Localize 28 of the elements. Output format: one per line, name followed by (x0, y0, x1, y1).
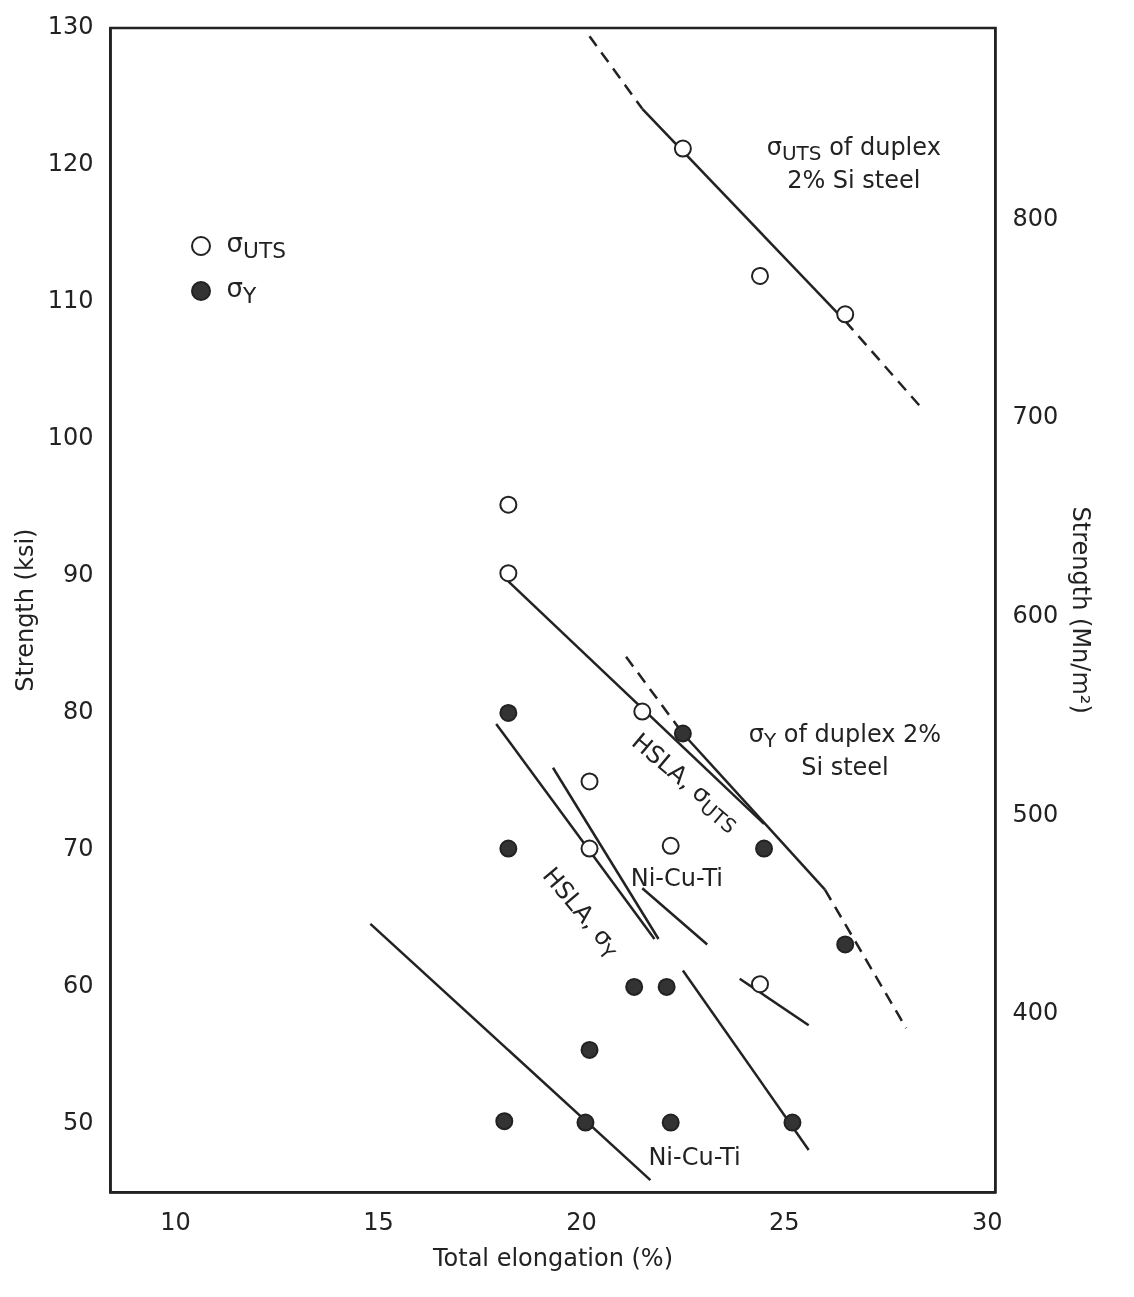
legend-label: σ$_{Y}$ (226, 273, 257, 309)
annotation: σ$_{Y}$ of duplex 2% Si steel (747, 719, 943, 781)
y2-tick-label: 800 (1012, 203, 1059, 232)
y-tick-label: 90 (63, 560, 94, 589)
x-tick-label: 30 (972, 1208, 1003, 1237)
x-tick-label: 20 (566, 1208, 597, 1237)
y-tick-label: 60 (63, 971, 94, 1000)
annotation: Ni-Cu-Ti (648, 1143, 741, 1172)
y-tick-label: 110 (47, 286, 94, 315)
y-axis-title: Strength (ksi) (10, 528, 39, 692)
y2-tick-label: 600 (1012, 600, 1059, 629)
y2-axis-title: Strength (Mn/m²) (1067, 506, 1096, 714)
x-tick-label: 10 (160, 1208, 191, 1237)
y-tick-label: 120 (47, 149, 94, 178)
annotation: Ni-Cu-Ti (630, 864, 724, 892)
y-tick-label: 50 (63, 1108, 94, 1137)
x-tick-label: 15 (363, 1208, 394, 1237)
y2-tick-label: 500 (1012, 799, 1059, 828)
y-tick-label: 70 (63, 834, 94, 863)
y-tick-label: 130 (47, 12, 94, 41)
legend-label: σ$_{UTS}$ (226, 228, 286, 264)
y2-tick-label: 700 (1012, 402, 1059, 431)
y-tick-label: 80 (63, 697, 94, 726)
y2-tick-label: 400 (1012, 998, 1059, 1027)
x-axis-title: Total elongation (%) (431, 1243, 674, 1272)
y-tick-label: 100 (47, 423, 94, 452)
x-tick-label: 25 (769, 1208, 800, 1237)
annotation: σ$_{UTS}$ of duplex 2% Si steel (765, 132, 942, 194)
